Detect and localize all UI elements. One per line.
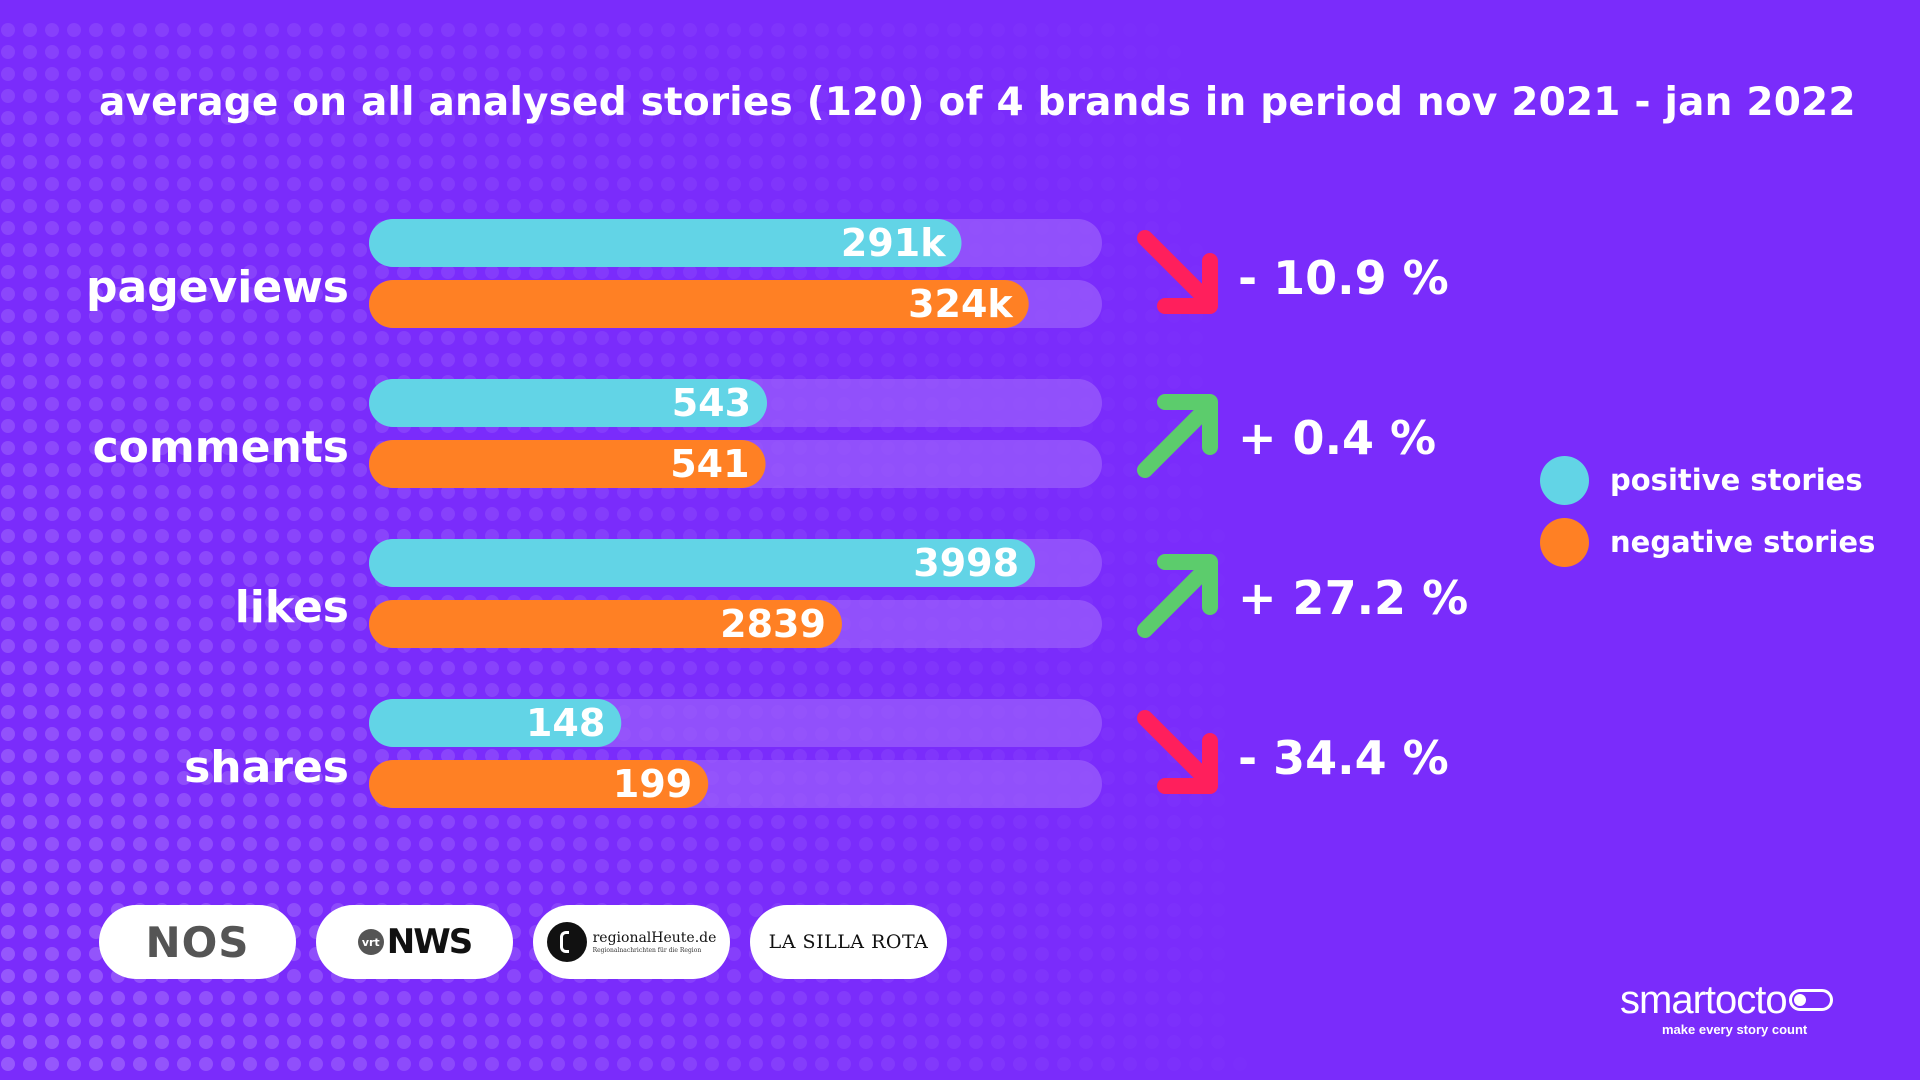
category-label: comments <box>93 422 349 473</box>
arrow-up-icon <box>1137 554 1218 638</box>
logo-regionalheute-text: regionalHeute.de <box>592 929 717 946</box>
logo-vrt-nws: vrt NWS <box>316 905 513 979</box>
logo-nos-text: NOS <box>145 917 250 967</box>
legend-negative: negative stories <box>1540 517 1875 567</box>
data-label: 543 <box>672 381 751 425</box>
data-label: 2839 <box>720 602 826 646</box>
legend-negative-label: negative stories <box>1610 525 1876 559</box>
bar <box>369 539 1036 587</box>
legend-negative-swatch <box>1540 517 1589 567</box>
logo-la-silla-rota-text: LA SILLA ROTA <box>768 931 929 953</box>
chart-title: average on all analysed stories (120) of… <box>99 80 1856 125</box>
bar <box>369 760 709 808</box>
bar <box>369 219 962 267</box>
smartocto-logo: smartocto make every story count <box>1620 980 1865 1037</box>
logo-regionalheute-sub: Regionalnachrichten für die Region <box>592 946 702 954</box>
category-label: likes <box>235 582 349 633</box>
logo-vrt-badge: vrt <box>357 929 384 955</box>
arrow-down-icon <box>1137 230 1218 314</box>
change-label: - 10.9 % <box>1238 251 1449 305</box>
logo-regionalheute: regionalHeute.de Regionalnachrichten für… <box>533 905 730 979</box>
data-label: 324k <box>908 282 1013 326</box>
bar <box>369 699 622 747</box>
change-label: - 34.4 % <box>1238 731 1449 785</box>
logo-la-silla-rota: LA SILLA ROTA <box>750 905 947 979</box>
change-label: + 27.2 % <box>1238 571 1468 625</box>
bar <box>369 280 1029 328</box>
legend-positive-label: positive stories <box>1610 463 1863 497</box>
change-label: + 0.4 % <box>1238 411 1436 465</box>
data-label: 541 <box>670 442 749 486</box>
logo-nos: NOS <box>99 905 296 979</box>
arrow-up-icon <box>1137 394 1218 478</box>
data-label: 291k <box>841 221 946 265</box>
bar <box>369 440 766 488</box>
data-label: 148 <box>526 701 605 745</box>
toggle-icon <box>1788 989 1833 1011</box>
data-label: 3998 <box>913 541 1019 585</box>
logo-regionalheute-mark <box>546 922 587 962</box>
brand-name: smartocto <box>1620 978 1788 1022</box>
legend-positive: positive stories <box>1540 455 1863 505</box>
logo-nws-text: NWS <box>386 922 473 962</box>
bar <box>369 379 768 427</box>
brand-tagline: make every story count <box>1662 1022 1808 1037</box>
category-label: shares <box>184 742 349 793</box>
legend-positive-swatch <box>1540 455 1589 505</box>
data-label: 199 <box>613 762 692 806</box>
bar <box>369 600 842 648</box>
arrow-down-icon <box>1137 710 1218 794</box>
category-label: pageviews <box>86 262 349 313</box>
